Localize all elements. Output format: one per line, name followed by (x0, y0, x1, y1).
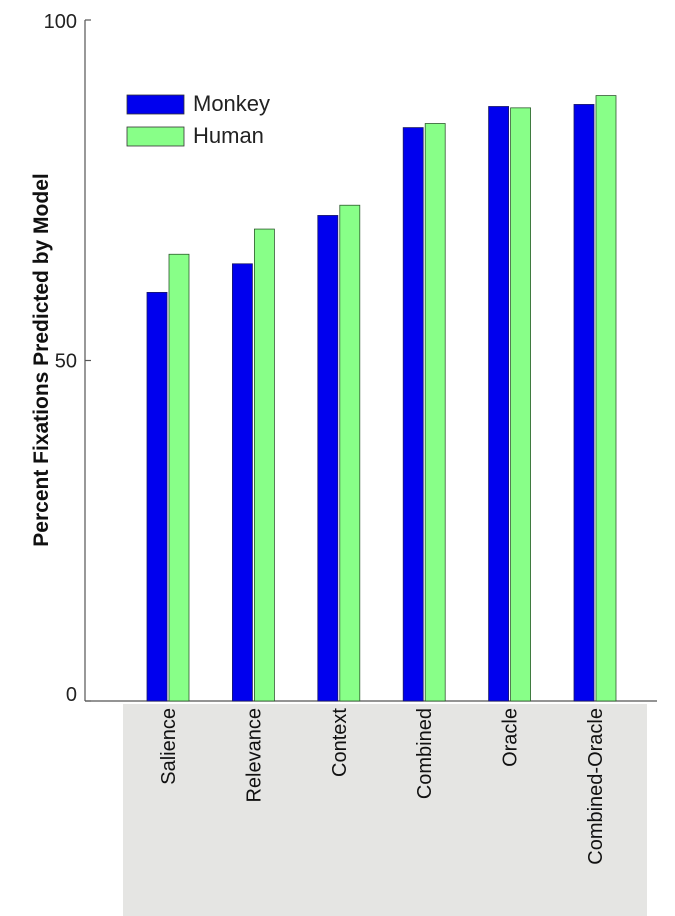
legend: Monkey Human (126, 91, 270, 148)
x-tick-label: Oracle (500, 708, 522, 767)
bar-human-salience (168, 253, 190, 702)
category-band (123, 704, 647, 916)
bar-human-combined-oracle (595, 95, 617, 702)
bar-monkey-oracle (488, 106, 510, 702)
x-tick-label: Relevance (243, 708, 265, 803)
bar-monkey-combined-oracle (573, 104, 595, 702)
bar-human-combined (424, 123, 446, 702)
bar-monkey-salience (146, 291, 168, 702)
bar-monkey-context (317, 215, 339, 702)
x-tick-label: Combined (414, 708, 436, 799)
bar-monkey-combined (402, 127, 424, 702)
category-labels: Salience Relevance Context Combined Oracle Co… (158, 708, 607, 865)
y-tick-label: 50 (55, 351, 77, 373)
bar-human-context (339, 204, 361, 702)
y-tick-label: 0 (66, 684, 77, 706)
legend-swatch-monkey (126, 94, 185, 115)
bar-human-oracle (510, 107, 532, 702)
x-tick-label: Salience (158, 708, 180, 785)
y-tick-label: 100 (44, 11, 77, 33)
bar-human-relevance (253, 228, 275, 702)
legend-label-monkey: Monkey (193, 91, 270, 116)
y-axis-label: Percent Fixations Predicted by Model (30, 173, 53, 546)
legend-label-human: Human (193, 123, 264, 148)
bar-monkey-relevance (231, 263, 253, 702)
x-tick-label: Context (329, 708, 351, 777)
x-tick-label: Combined-Oracle (585, 708, 607, 865)
bars (146, 95, 617, 702)
legend-swatch-human (126, 126, 185, 147)
